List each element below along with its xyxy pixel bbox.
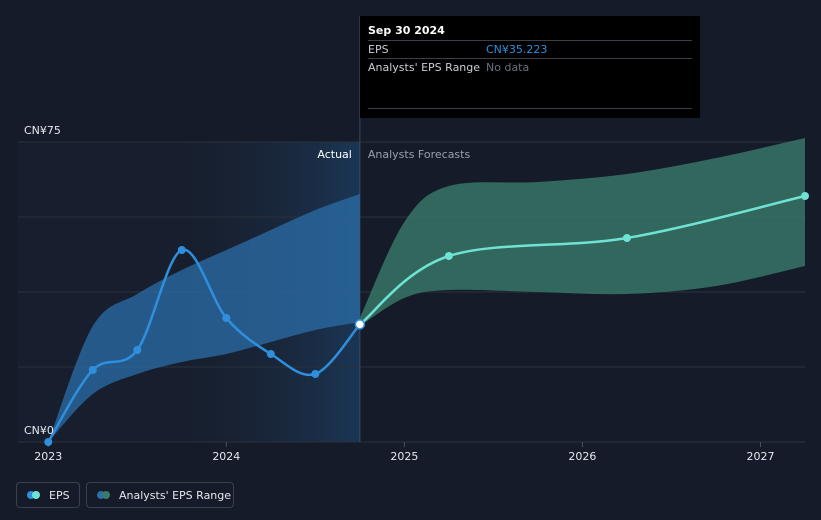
tooltip-eps-value: CN¥35.223	[486, 43, 548, 56]
legend-analysts-range[interactable]: Analysts' EPS Range	[86, 482, 234, 508]
x-tick-label: 2026	[568, 450, 596, 463]
tooltip-eps-row: EPS CN¥35.223	[368, 40, 692, 59]
eps-actual-point	[177, 246, 186, 254]
eps-forecast-point	[801, 192, 809, 200]
tooltip: Sep 30 2024 EPS CN¥35.223 Analysts' EPS …	[360, 16, 700, 118]
eps-actual-point	[44, 438, 53, 446]
eps-actual-point	[266, 350, 275, 358]
eps-actual-point	[222, 314, 231, 322]
tooltip-eps-label: EPS	[368, 43, 389, 56]
tooltip-range-row: Analysts' EPS Range No data	[368, 58, 692, 77]
x-tick-label: 2027	[746, 450, 774, 463]
eps-actual-point	[133, 346, 142, 354]
tooltip-date: Sep 30 2024	[368, 24, 445, 37]
actual-eps-band	[48, 194, 360, 442]
legend-range-label: Analysts' EPS Range	[119, 489, 232, 502]
eps-legend-icon	[27, 491, 41, 499]
eps-actual-point	[311, 370, 320, 378]
tooltip-range-label: Analysts' EPS Range	[368, 61, 481, 74]
y-axis-top-label: CN¥75	[24, 124, 61, 137]
legend-eps[interactable]: EPS	[16, 482, 80, 508]
eps-actual-point	[88, 366, 97, 374]
range-legend-icon	[97, 491, 111, 499]
eps-forecast-point	[622, 234, 631, 242]
eps-forecast-point	[444, 252, 453, 260]
x-tick-label: 2024	[212, 450, 240, 463]
x-tick-label: 2025	[390, 450, 418, 463]
tooltip-divider	[368, 108, 692, 109]
tooltip-range-value: No data	[486, 61, 530, 74]
y-axis-bottom-label: CN¥0	[24, 424, 54, 437]
actual-label: Actual	[317, 148, 351, 161]
legend-eps-label: EPS	[49, 489, 70, 502]
x-tick-label: 2023	[34, 450, 62, 463]
hovered-point	[354, 319, 366, 330]
forecast-label: Analysts Forecasts	[368, 148, 471, 161]
eps-forecast-line	[359, 194, 806, 326]
analysts-eps-range-band	[359, 138, 805, 326]
